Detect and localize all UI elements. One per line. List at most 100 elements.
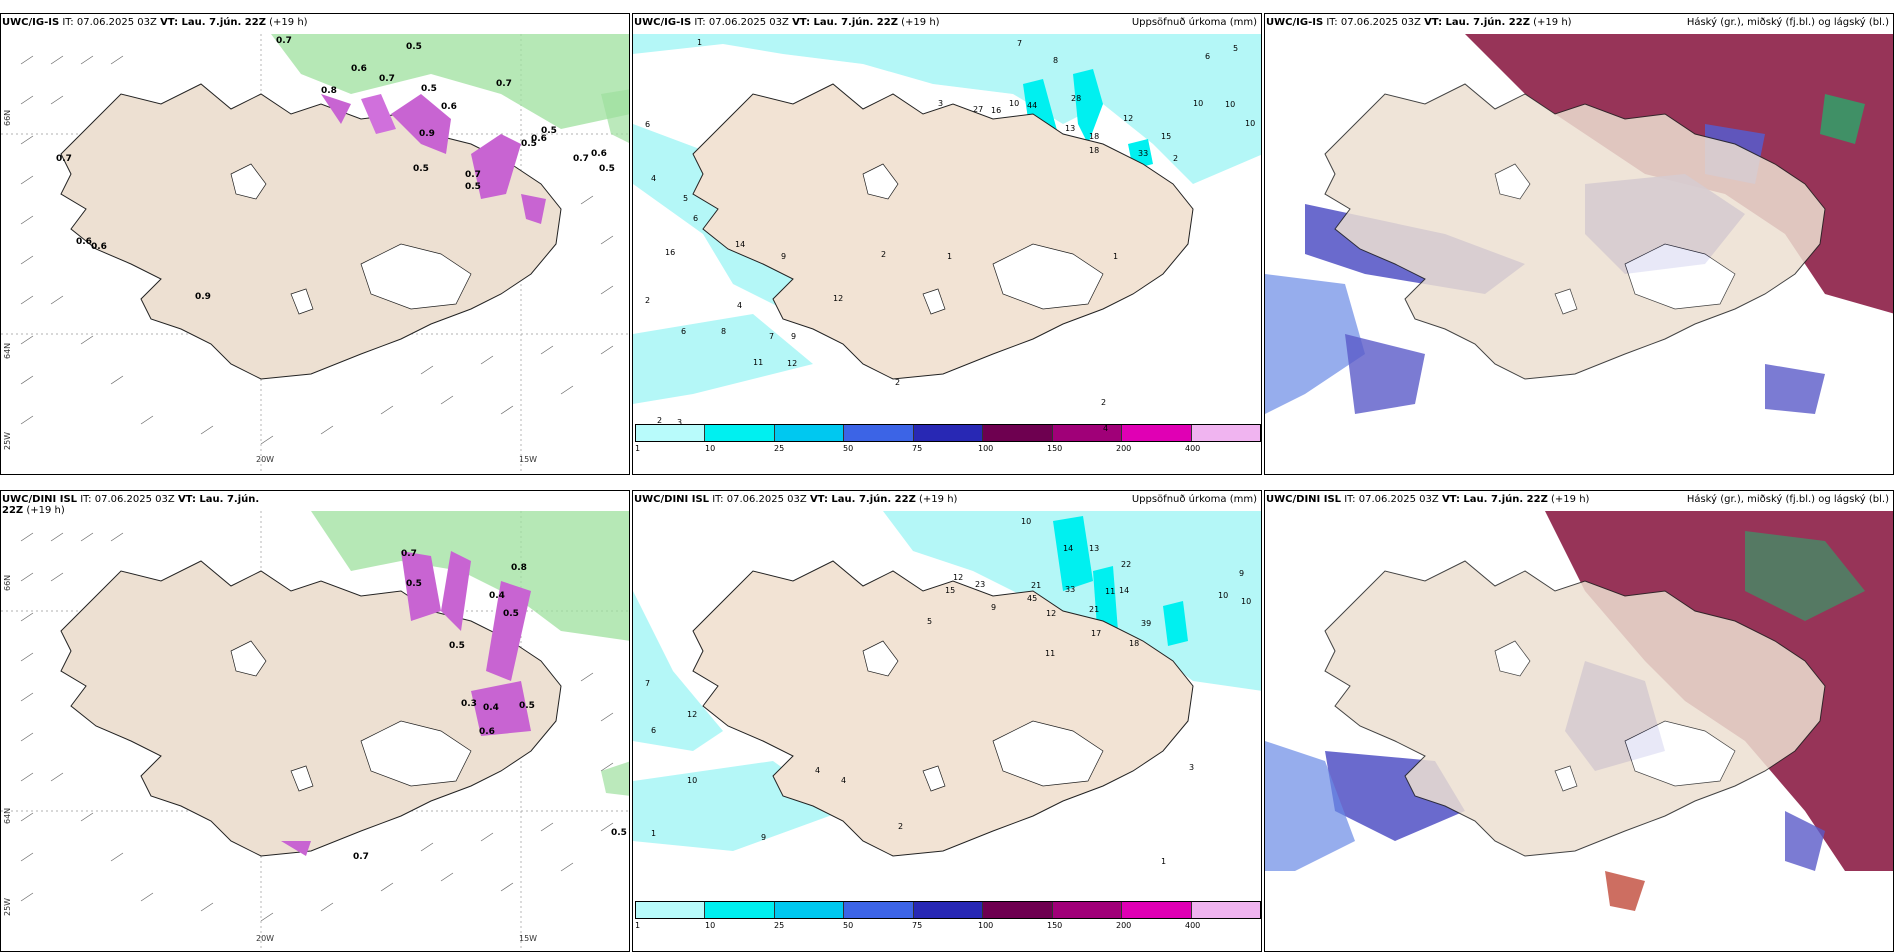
panel-wind-top: UWC/IG-IS IT: 07.06.2025 03Z VT: Lau. 7.… xyxy=(0,13,630,475)
contour-label: 0.5 xyxy=(611,828,627,838)
colorbar-seg xyxy=(1122,425,1192,441)
colorbar-tick: 150 xyxy=(1047,444,1063,453)
contour-label: 0.5 xyxy=(406,579,422,589)
precip-label: 1 xyxy=(1161,857,1167,866)
contour-label: 0.7 xyxy=(573,154,589,164)
colorbar-tick: 100 xyxy=(978,444,994,453)
contour-label: 0.7 xyxy=(465,170,481,180)
grid-label-lat: 25W xyxy=(3,431,12,450)
precip-label: 33 xyxy=(1065,585,1076,594)
precip-label: 10 xyxy=(687,776,698,785)
precip-label: 2 xyxy=(1173,154,1179,163)
map-precip-top xyxy=(633,34,1261,424)
colorbar-seg xyxy=(774,902,845,918)
precip-label: 14 xyxy=(735,240,746,249)
precip-label: 11 xyxy=(753,358,764,367)
colorbar-seg xyxy=(774,425,845,441)
precip-label: 9 xyxy=(991,603,997,612)
colorbar-seg xyxy=(705,425,775,441)
colorbar-tick: 50 xyxy=(843,921,854,930)
precip-label: 5 xyxy=(1233,44,1239,53)
precip-label: 8 xyxy=(721,327,727,336)
colorbar-seg xyxy=(1191,902,1260,918)
precip-label: 1 xyxy=(947,252,953,261)
contour-label: 0.6 xyxy=(91,242,107,252)
colorbar-tick: 150 xyxy=(1047,921,1063,930)
precip-label: 11 xyxy=(1045,649,1056,658)
precip-label: 11 xyxy=(1105,587,1116,596)
contour-label: 0.4 xyxy=(483,703,499,713)
precip-label: 5 xyxy=(683,194,689,203)
precip-label: 13 xyxy=(1065,124,1076,133)
precip-label: 45 xyxy=(1027,594,1038,603)
panel-precip-top: UWC/IG-IS IT: 07.06.2025 03Z VT: Lau. 7.… xyxy=(632,13,1262,475)
precip-label: 39 xyxy=(1141,619,1152,628)
colorbar-tick: 75 xyxy=(912,444,923,453)
colorbar-tick: 25 xyxy=(774,444,785,453)
panel-cloud-top: UWC/IG-IS IT: 07.06.2025 03Z VT: Lau. 7.… xyxy=(1264,13,1894,475)
precip-label: 10 xyxy=(1218,591,1229,600)
colorbar-seg xyxy=(913,902,984,918)
precip-label: 10 xyxy=(1241,597,1252,606)
precip-label: 16 xyxy=(665,248,676,257)
contour-label: 0.8 xyxy=(511,563,527,573)
contour-label: 0.5 xyxy=(421,84,437,94)
grid-label-lon: 15W xyxy=(519,934,538,943)
grid-label-lon: 20W xyxy=(256,934,275,943)
precip-label: 9 xyxy=(761,833,767,842)
map-cloud-top xyxy=(1265,34,1893,474)
contour-label: 0.7 xyxy=(496,79,512,89)
precip-label: 1 xyxy=(697,38,703,47)
colorbar-tick: 10 xyxy=(705,921,716,930)
contour-label: 0.5 xyxy=(406,42,422,52)
precip-label: 3 xyxy=(938,99,944,108)
contour-label: 0.5 xyxy=(521,139,537,149)
precip-label: 4 xyxy=(815,766,821,775)
grid-label-lat: 25W xyxy=(3,897,12,916)
colorbar-seg xyxy=(1052,902,1123,918)
colorbar-seg xyxy=(1191,425,1260,441)
precip-label: 2 xyxy=(645,296,651,305)
precip-label: 14 xyxy=(1119,586,1130,595)
precip-label: 28 xyxy=(1071,94,1082,103)
precip-label: 7 xyxy=(1017,39,1023,48)
precip-label: 10 xyxy=(1021,517,1032,526)
precip-label: 12 xyxy=(1046,609,1057,618)
precip-label: 15 xyxy=(945,586,956,595)
map-wind-bottom xyxy=(1,511,629,951)
precip-label: 18 xyxy=(1089,146,1100,155)
colorbar-tick: 100 xyxy=(978,921,994,930)
grid-label-lat: 64N xyxy=(3,807,12,824)
precip-label: 6 xyxy=(693,214,699,223)
colorbar xyxy=(635,424,1261,442)
precip-label: 7 xyxy=(769,332,775,341)
contour-label: 0.8 xyxy=(321,86,337,96)
contour-label: 0.4 xyxy=(489,591,505,601)
contour-label: 0.6 xyxy=(591,149,607,159)
precip-label: 2 xyxy=(881,250,887,259)
contour-label: 0.9 xyxy=(195,292,211,302)
precip-label: 12 xyxy=(953,573,964,582)
precip-label: 3 xyxy=(677,418,683,427)
panel-cloud-bottom: UWC/DINI ISL IT: 07.06.2025 03Z VT: Lau.… xyxy=(1264,490,1894,952)
precip-label: 10 xyxy=(1193,99,1204,108)
precip-label: 33 xyxy=(1138,149,1149,158)
precip-label: 18 xyxy=(1089,132,1100,141)
precip-label: 4 xyxy=(737,301,743,310)
contour-label: 0.3 xyxy=(461,699,477,709)
precip-label: 10 xyxy=(1225,100,1236,109)
precip-label: 12 xyxy=(1123,114,1134,123)
precip-label: 21 xyxy=(1089,605,1100,614)
precip-label: 6 xyxy=(645,120,651,129)
precip-label: 6 xyxy=(651,726,657,735)
panel-title: UWC/DINI ISL IT: 07.06.2025 03Z VT: Lau.… xyxy=(634,494,958,505)
colorbar-seg xyxy=(844,902,914,918)
contour-label: 0.6 xyxy=(531,134,547,144)
panel-title: UWC/DINI ISL IT: 07.06.2025 03Z VT: Lau.… xyxy=(1266,494,1590,505)
precip-label: 6 xyxy=(1205,52,1211,61)
grid-label-lat: 64N xyxy=(3,342,12,359)
precip-label: 2 xyxy=(1101,398,1107,407)
precip-label: 7 xyxy=(645,679,651,688)
precip-label: 27 xyxy=(973,105,984,114)
precip-label: 2 xyxy=(657,416,663,425)
